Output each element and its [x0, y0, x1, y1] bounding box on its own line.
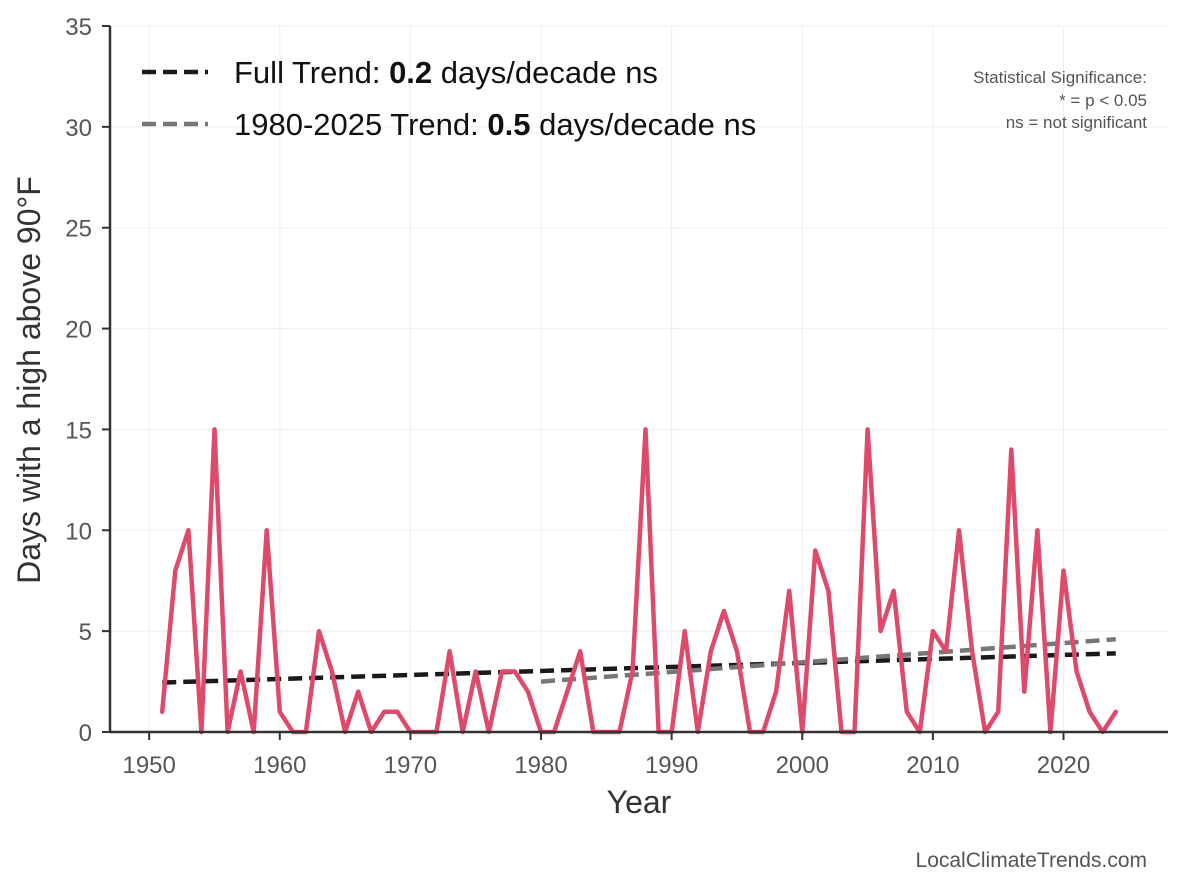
full-trend-line [162, 651, 1116, 685]
x-axis-title: Year [607, 784, 672, 820]
x-tick-label: 2010 [906, 752, 959, 779]
y-tick-label: 20 [65, 317, 92, 344]
x-tick-label: 2020 [1037, 752, 1090, 779]
y-tick-label: 30 [65, 115, 92, 142]
significance-line-1: * = p < 0.05 [1059, 91, 1147, 110]
legend-label-full-trend: Full Trend: 0.2 days/decade ns [234, 55, 658, 90]
legend: Full Trend: 0.2 days/decade ns 1980-2025… [142, 55, 756, 142]
source-credit: LocalClimateTrends.com [916, 849, 1147, 872]
data-series [159, 427, 1119, 735]
y-tick-label: 10 [65, 518, 92, 545]
series-line [159, 427, 1119, 735]
y-ticks: 0 5 10 15 20 25 30 35 [65, 14, 110, 747]
y-tick-label: 15 [65, 417, 92, 444]
x-tick-label: 1980 [514, 752, 567, 779]
significance-title: Statistical Significance: [973, 68, 1147, 87]
axes [108, 26, 1168, 734]
y-tick-label: 35 [65, 14, 92, 41]
legend-label-recent-trend: 1980-2025 Trend: 0.5 days/decade ns [234, 107, 756, 142]
x-tick-label: 1990 [645, 752, 698, 779]
y-tick-label: 25 [65, 216, 92, 243]
significance-note: Statistical Significance: * = p < 0.05 n… [973, 68, 1147, 132]
x-ticks: 1950 1960 1970 1980 1990 2000 2010 2020 [122, 732, 1090, 779]
grid [110, 25, 1168, 733]
x-tick-label: 1950 [122, 752, 175, 779]
recent-trend-line [540, 636, 1116, 684]
y-tick-label: 5 [79, 619, 92, 646]
x-tick-label: 1970 [384, 752, 437, 779]
trend-lines [162, 636, 1116, 685]
x-tick-label: 2000 [776, 752, 829, 779]
y-axis-title: Days with a high above 90°F [11, 176, 47, 584]
significance-line-2: ns = not significant [1006, 113, 1148, 132]
x-tick-label: 1960 [253, 752, 306, 779]
y-tick-label: 0 [79, 720, 92, 747]
